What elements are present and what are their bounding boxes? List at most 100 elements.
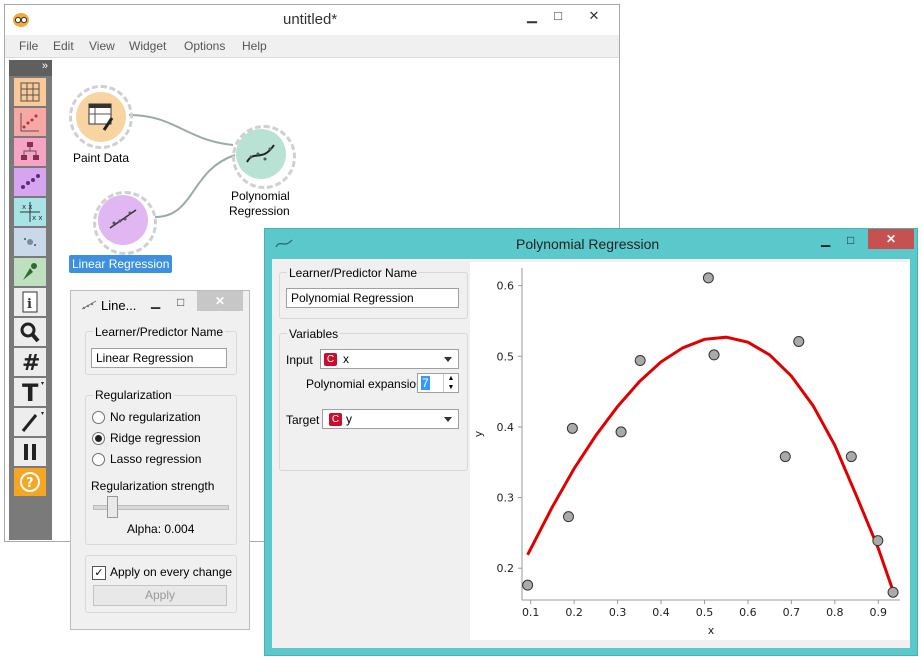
y-tick-label: 0.5: [497, 350, 515, 363]
pencil-icon[interactable]: [14, 408, 46, 436]
target-value: y: [346, 412, 352, 426]
continuous-var-icon: C: [329, 413, 342, 426]
no-regularization-radio[interactable]: [92, 411, 105, 424]
input-label: Input: [286, 353, 313, 367]
regression-plot: 0.1 0.2 0.3 0.4 0.5 0.6 0.7 0.8 0.9 0.2 0.3 0.4 0.5 0…: [472, 268, 900, 637]
spin-down-icon[interactable]: ▼: [443, 383, 458, 392]
expansion-spinbox[interactable]: 7 ▲ ▼: [417, 373, 459, 393]
input-combo[interactable]: C x: [320, 349, 459, 369]
menu-edit[interactable]: Edit: [53, 39, 74, 53]
data-point: [615, 426, 627, 438]
variables-group-label: Variables: [287, 327, 341, 341]
grid-hash-icon[interactable]: #: [14, 348, 46, 376]
lasso-regression-label: Lasso regression: [110, 452, 202, 466]
data-point: [779, 451, 791, 463]
text-mining-category-icon[interactable]: [14, 258, 46, 286]
svg-text:#: #: [22, 351, 40, 376]
orange-app-icon: [13, 13, 29, 27]
lasso-regression-radio[interactable]: [92, 453, 105, 466]
linear-close-button[interactable]: ✕: [197, 291, 243, 311]
continuous-var-icon: C: [324, 353, 337, 366]
chevron-down-icon: [444, 417, 452, 422]
poly-node-ring: [232, 125, 296, 189]
paint-data-node[interactable]: [76, 92, 126, 142]
linear-regression-window: Line... ▁ □ ✕ Learner/Predictor Name Lin…: [70, 290, 250, 630]
x-tick-label: 0.3: [609, 606, 627, 619]
linear-regression-node[interactable]: [98, 195, 148, 245]
apply-on-change-checkbox[interactable]: ✓: [92, 566, 106, 580]
poly-minimize-button[interactable]: ▁: [821, 233, 831, 247]
close-button[interactable]: ✕: [588, 8, 600, 23]
paint-data-node-ring: [69, 85, 133, 149]
strength-slider-track[interactable]: [93, 505, 229, 510]
y-axis-label: y: [472, 430, 485, 437]
model-category-icon[interactable]: [14, 138, 46, 166]
menu-help[interactable]: Help: [242, 39, 267, 53]
window-title: untitled*: [283, 11, 338, 28]
regularization-strength-label: Regularization strength: [91, 479, 215, 493]
paint-data-label: Paint Data: [73, 151, 130, 165]
maximize-button[interactable]: □: [554, 8, 562, 23]
visualize-category-icon[interactable]: [14, 108, 46, 136]
regularization-group: [85, 395, 237, 545]
menu-file[interactable]: File: [19, 39, 39, 53]
linear-node-label-selected: Linear Regression: [69, 255, 173, 273]
widget-toolbox: » x x x x i # T ?: [9, 60, 52, 540]
zoom-icon[interactable]: [14, 318, 46, 346]
poly-node-label-1: Polynomial: [231, 189, 290, 203]
polynomial-regression-node[interactable]: [236, 129, 286, 179]
regression-curve: [526, 335, 895, 592]
title-bar: untitled* ▁ □ ✕: [5, 5, 619, 35]
data-point: [845, 451, 857, 463]
ridge-regression-radio[interactable]: [92, 432, 105, 445]
y-tick-label: 0.2: [497, 562, 515, 575]
x-tick-label: 0.7: [783, 606, 801, 619]
pause-icon[interactable]: [14, 438, 46, 466]
poly-window-title: Polynomial Regression: [516, 236, 660, 252]
x-tick-label: 0.2: [565, 606, 583, 619]
poly-close-button[interactable]: ✕: [868, 229, 914, 249]
scatter-plot-area[interactable]: 0.1 0.2 0.3 0.4 0.5 0.6 0.7 0.8 0.9 0.2 0.3 0.4 0.5 0…: [470, 262, 910, 640]
evaluate-category-icon[interactable]: [14, 168, 46, 196]
poly-learner-name-field[interactable]: Polynomial Regression: [286, 288, 459, 308]
linear-minimize-button[interactable]: ▁: [151, 295, 161, 309]
svg-text:x x: x x: [22, 203, 33, 211]
menu-bar: File Edit View Widget Options Help: [5, 35, 619, 58]
apply-button[interactable]: Apply: [93, 585, 227, 606]
data-category-icon[interactable]: [14, 78, 46, 106]
data-point: [887, 586, 899, 598]
expansion-label: Polynomial expansion:: [306, 377, 427, 391]
alpha-value: Alpha: 0.004: [127, 522, 195, 536]
learner-group-label: Learner/Predictor Name: [93, 325, 226, 339]
minimize-button[interactable]: ▁: [527, 8, 537, 23]
data-point: [793, 335, 805, 347]
spin-up-icon[interactable]: ▲: [443, 374, 458, 383]
strength-slider-handle[interactable]: [107, 496, 118, 518]
y-tick-label: 0.6: [497, 280, 515, 293]
learner-name-field[interactable]: Linear Regression: [91, 348, 227, 368]
polynomial-regression-icon: [246, 144, 275, 163]
text-tool-icon[interactable]: T: [14, 378, 46, 407]
poly-window-icon: [275, 239, 293, 248]
svg-text:x x: x x: [32, 214, 43, 222]
toolbox-toggle[interactable]: »: [9, 60, 52, 76]
menu-view[interactable]: View: [89, 39, 115, 53]
data-point: [634, 355, 646, 367]
linear-window-title: Line...: [101, 298, 137, 313]
addons-category-icon[interactable]: [14, 228, 46, 256]
poly-maximize-button[interactable]: □: [847, 233, 855, 247]
info-icon[interactable]: i: [14, 288, 46, 316]
menu-options[interactable]: Options: [184, 39, 226, 53]
menu-widget[interactable]: Widget: [129, 39, 167, 53]
target-combo[interactable]: C y: [322, 409, 459, 429]
expansion-value[interactable]: 7: [421, 376, 430, 390]
linear-window-icon: [81, 300, 97, 310]
input-value: x: [343, 352, 349, 366]
paint-data-icon: [88, 103, 114, 131]
data-point: [522, 579, 534, 591]
no-regularization-label: No regularization: [110, 410, 201, 424]
x-tick-label: 0.9: [870, 606, 888, 619]
help-icon[interactable]: ?: [14, 468, 46, 496]
unsupervised-category-icon[interactable]: x x x x: [14, 198, 46, 226]
linear-maximize-button[interactable]: □: [177, 295, 185, 309]
